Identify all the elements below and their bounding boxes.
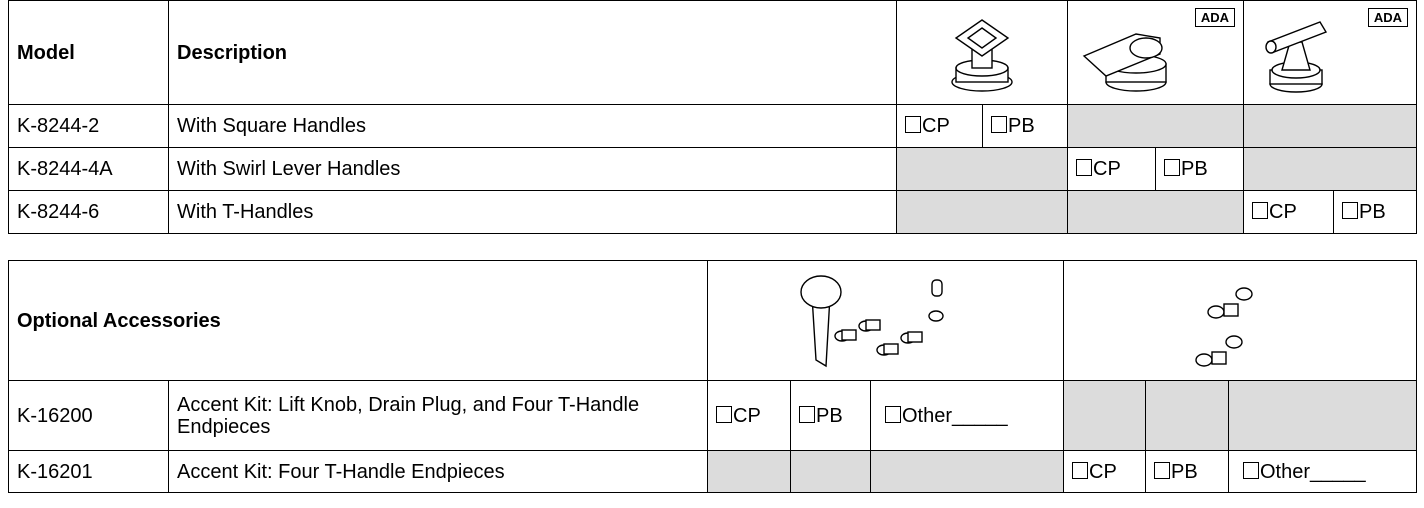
option-text: PB [1171, 460, 1198, 483]
option-cell: PB [982, 104, 1068, 148]
option-cell: CP [707, 380, 791, 451]
accessory-row: K-16200 Accent Kit: Lift Knob, Drain Plu… [8, 380, 1418, 451]
option-text: PB [816, 404, 843, 427]
t-handle-icon [1265, 20, 1328, 93]
option-text: Other_____ [1260, 460, 1366, 483]
checkbox[interactable] [1342, 202, 1358, 219]
square-handle-icon [951, 18, 1013, 92]
header-cell: Optional Accessories [8, 260, 708, 381]
model-text: K-8244-6 [17, 201, 100, 223]
option-cell: Other_____ [870, 380, 1064, 451]
empty-cell [896, 147, 1068, 191]
description-cell: With Swirl Lever Handles [168, 147, 897, 191]
option-cell: PB [1333, 190, 1417, 234]
description-cell: Accent Kit: Lift Knob, Drain Plug, and F… [168, 380, 708, 451]
option-cell: CP [896, 104, 983, 148]
option-text: Other_____ [902, 404, 1008, 427]
image-cell: ADA [1243, 0, 1417, 105]
model-row: K-8244-2 With Square Handles CP PB [8, 104, 1417, 148]
checkbox[interactable] [1072, 461, 1088, 479]
model-cell: K-16201 [8, 450, 169, 493]
option-cell: CP [1067, 147, 1156, 191]
checkbox[interactable] [991, 116, 1007, 133]
empty-cell [1063, 380, 1146, 451]
ada-badge: ADA [1367, 8, 1408, 27]
checkbox[interactable] [885, 405, 901, 423]
option-text: PB [1008, 115, 1035, 137]
option-text: CP [733, 404, 761, 427]
option-cell: PB [790, 380, 871, 451]
option-text: CP [1269, 201, 1297, 223]
model-cell: K-8244-2 [8, 104, 169, 148]
option-text: PB [1359, 201, 1386, 223]
model-text: K-16200 [17, 404, 93, 427]
swirl-lever-icon [1082, 32, 1167, 92]
model-row: K-8244-4A With Swirl Lever Handles CP PB [8, 147, 1417, 191]
image-cell [896, 0, 1068, 105]
option-text: CP [922, 115, 950, 137]
description-cell: With T-Handles [168, 190, 897, 234]
description-text: With Square Handles [177, 115, 366, 137]
description-cell: Accent Kit: Four T-Handle Endpieces [168, 450, 708, 493]
header-text: Description [177, 41, 288, 64]
image-cell [707, 260, 1064, 381]
option-text: CP [1093, 158, 1121, 180]
model-text: K-8244-4A [17, 158, 113, 180]
checkbox[interactable] [1243, 461, 1259, 479]
empty-cell [790, 450, 871, 493]
empty-cell [707, 450, 791, 493]
image-cell: ADA [1067, 0, 1244, 105]
option-cell: CP [1243, 190, 1334, 234]
description-text: Accent Kit: Four T-Handle Endpieces [177, 460, 505, 483]
model-cell: K-16200 [8, 380, 169, 451]
ada-badge: ADA [1194, 8, 1235, 27]
header-cell: Model [8, 0, 169, 105]
image-cell [1062, 260, 1418, 381]
checkbox[interactable] [799, 405, 815, 423]
model-row: K-8244-6 With T-Handles CP PB [8, 190, 1417, 234]
description-cell: With Square Handles [168, 104, 897, 148]
empty-cell [1145, 380, 1229, 451]
empty-cell [896, 190, 1068, 234]
checkbox[interactable] [905, 116, 921, 133]
checkbox[interactable] [1164, 159, 1180, 176]
description-text: With Swirl Lever Handles [177, 158, 401, 180]
option-text: CP [1089, 460, 1117, 483]
empty-cell [1243, 104, 1417, 148]
option-text: PB [1181, 158, 1208, 180]
option-cell: Other_____ [1227, 450, 1418, 493]
empty-cell [1227, 380, 1418, 451]
empty-cell [1067, 190, 1244, 234]
accent-kit-icon [799, 274, 944, 367]
checkbox[interactable] [716, 405, 732, 423]
checkbox[interactable] [1252, 202, 1268, 219]
empty-cell [870, 450, 1064, 493]
empty-cell [1243, 147, 1417, 191]
header-cell: Description [168, 0, 897, 105]
header-row: Optional Accessories [8, 260, 1418, 381]
endpieces-icon [1195, 286, 1253, 367]
header-text: Optional Accessories [17, 309, 221, 332]
accessory-row: K-16201 Accent Kit: Four T-Handle Endpie… [8, 450, 1418, 493]
empty-cell [1067, 104, 1244, 148]
header-text: Model [17, 41, 75, 64]
description-text: Accent Kit: Lift Knob, Drain Plug, and F… [177, 393, 640, 438]
header-row: Model Description ADA ADA [8, 0, 1417, 105]
checkbox[interactable] [1154, 461, 1170, 479]
description-text: With T-Handles [177, 201, 314, 223]
accessories-table: Optional Accessories K-16200 Accent Kit:… [8, 260, 1418, 493]
option-cell: PB [1145, 450, 1229, 493]
model-text: K-8244-2 [17, 115, 100, 137]
models-table: Model Description ADA ADA K-8244-2 With … [8, 0, 1417, 234]
checkbox[interactable] [1076, 159, 1092, 176]
option-cell: PB [1155, 147, 1244, 191]
model-cell: K-8244-4A [8, 147, 169, 191]
model-text: K-16201 [17, 460, 93, 483]
option-cell: CP [1063, 450, 1146, 493]
model-cell: K-8244-6 [8, 190, 169, 234]
